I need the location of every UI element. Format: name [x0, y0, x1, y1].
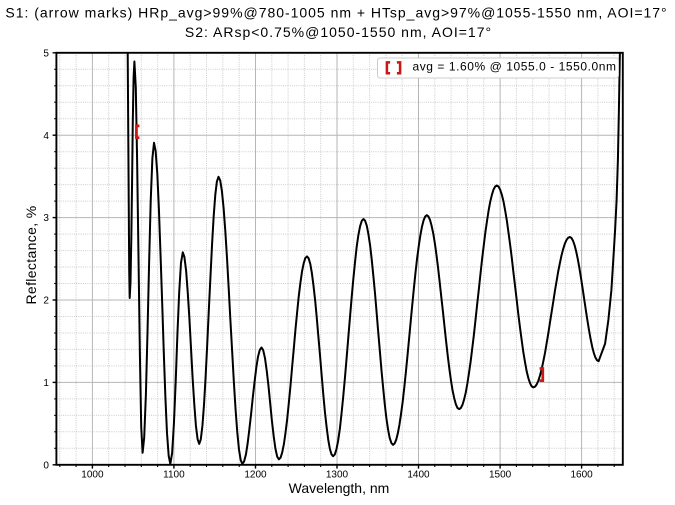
svg-text:1500: 1500	[489, 470, 512, 481]
svg-text:2: 2	[43, 296, 49, 307]
svg-text:5: 5	[43, 48, 49, 59]
svg-text:1400: 1400	[407, 470, 430, 481]
svg-text:4: 4	[43, 131, 49, 142]
svg-text:1200: 1200	[244, 470, 267, 481]
svg-text:avg = 1.60% @ 1055.0 - 1550.0n: avg = 1.60% @ 1055.0 - 1550.0nm	[413, 60, 617, 74]
svg-text:1100: 1100	[163, 470, 185, 481]
svg-text:1000: 1000	[81, 470, 104, 481]
svg-text:0: 0	[43, 460, 49, 471]
svg-text:S1: (arrow marks) HRp_avg>99%@: S1: (arrow marks) HRp_avg>99%@780-1005 n…	[5, 4, 667, 20]
svg-text:1600: 1600	[570, 470, 593, 481]
svg-text:Wavelength, nm: Wavelength, nm	[289, 480, 390, 496]
svg-text:Reflectance, %: Reflectance, %	[23, 205, 39, 304]
svg-text:1: 1	[43, 378, 49, 389]
svg-text:S2: ARsp<0.75%@1050-1550 nm, A: S2: ARsp<0.75%@1050-1550 nm, AOI=17°	[185, 24, 492, 40]
svg-text:3: 3	[43, 213, 49, 224]
svg-text:1300: 1300	[326, 470, 349, 481]
